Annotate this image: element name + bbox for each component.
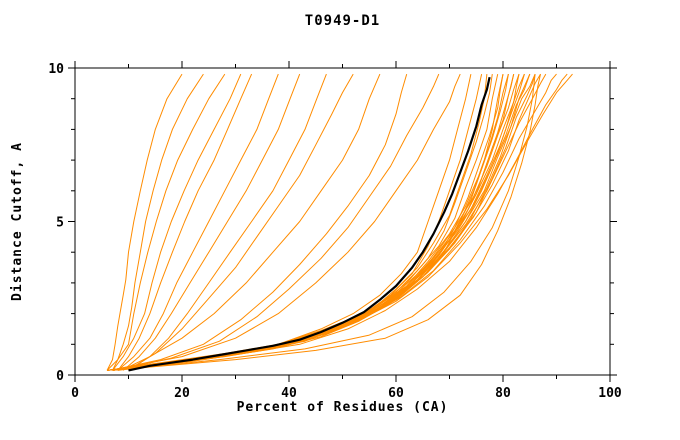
tick-label: 60 [388, 386, 404, 401]
tick-label: 5 [56, 216, 64, 231]
tick-label: 0 [71, 386, 79, 401]
y-axis-label: Distance Cutoff, A [10, 142, 25, 301]
tick-label: 40 [281, 386, 297, 401]
tick-label: 80 [495, 386, 511, 401]
tick-label: 20 [174, 386, 190, 401]
tick-label: 100 [598, 386, 622, 401]
tick-label: 0 [56, 369, 64, 384]
tick-label: 10 [48, 62, 64, 77]
chart-title: T0949-D1 [304, 13, 381, 29]
x-axis-label: Percent of Residues (CA) [236, 400, 449, 415]
